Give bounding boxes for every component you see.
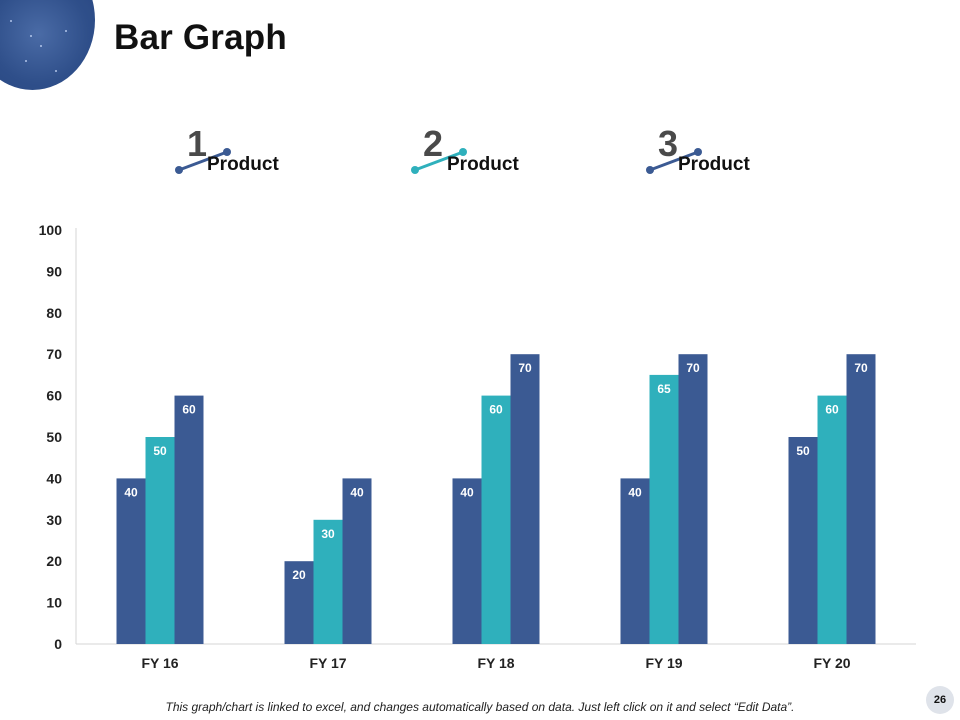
legend-label-3: Product [678, 154, 750, 175]
y-tick-label: 10 [46, 595, 62, 611]
bar-value-label: 50 [153, 444, 167, 458]
footnote: This graph/chart is linked to excel, and… [165, 700, 795, 714]
legend-label-1: Product [207, 154, 279, 175]
y-tick-label: 90 [46, 263, 62, 279]
legend-label-2: Product [447, 154, 519, 175]
bar-chart[interactable]: 0 10 20 30 40 50 60 70 80 90 100 40 50 60 FY 16 20 30 40 F… [0, 200, 960, 680]
bar [174, 395, 204, 644]
bar-value-label: 40 [628, 485, 642, 499]
bar [145, 437, 175, 644]
y-tick-label: 70 [46, 346, 62, 362]
x-tick-label: FY 17 [309, 655, 346, 671]
page-title: Bar Graph [114, 18, 287, 57]
bar-value-label: 60 [825, 403, 839, 417]
bar-value-label: 70 [518, 361, 532, 375]
bar-value-label: 40 [124, 485, 138, 499]
bar [620, 478, 650, 644]
y-tick-label: 60 [46, 388, 62, 404]
y-tick-label: 40 [46, 470, 62, 486]
legend-item-1: 1 Product [175, 124, 375, 180]
x-tick-label: FY 18 [477, 655, 514, 671]
y-tick-label: 0 [54, 636, 62, 652]
corner-planet-decoration [0, 0, 95, 90]
bar-value-label: 20 [292, 568, 306, 582]
legend-number-3: 3 [658, 123, 679, 164]
bar-value-label: 40 [350, 485, 364, 499]
y-tick-label: 30 [46, 512, 62, 528]
y-tick-label: 20 [46, 553, 62, 569]
x-tick-label: FY 20 [813, 655, 850, 671]
legend-line-icon-3 [646, 148, 702, 174]
bar-value-label: 65 [657, 382, 671, 396]
bar-value-label: 60 [489, 403, 503, 417]
bar [846, 354, 876, 644]
bar [510, 354, 540, 644]
x-tick-label: FY 19 [645, 655, 682, 671]
bar-value-label: 40 [460, 485, 474, 499]
bar-value-label: 60 [182, 403, 196, 417]
bar [342, 478, 372, 644]
y-tick-label: 50 [46, 429, 62, 445]
bar [452, 478, 482, 644]
legend-item-2: 2 Product [411, 124, 611, 180]
bar [116, 478, 146, 644]
bar-value-label: 30 [321, 527, 335, 541]
x-tick-label: FY 16 [141, 655, 178, 671]
bar [313, 519, 343, 644]
bar [481, 395, 511, 644]
bar [678, 354, 708, 644]
bar [284, 561, 314, 644]
legend-number-1: 1 [187, 123, 208, 164]
bar [788, 437, 818, 644]
bar [649, 374, 679, 644]
page-number-badge: 26 [926, 686, 954, 714]
legend-number-2: 2 [423, 123, 444, 164]
bar [817, 395, 847, 644]
bar-value-label: 70 [854, 361, 868, 375]
legend-item-3: 3 Product [646, 124, 846, 180]
bar-value-label: 70 [686, 361, 700, 375]
legend-line-icon-2 [411, 148, 467, 174]
bar-value-label: 50 [796, 444, 810, 458]
y-tick-label: 80 [46, 305, 62, 321]
y-tick-label: 100 [39, 222, 63, 238]
legend-line-icon-1 [175, 148, 231, 174]
